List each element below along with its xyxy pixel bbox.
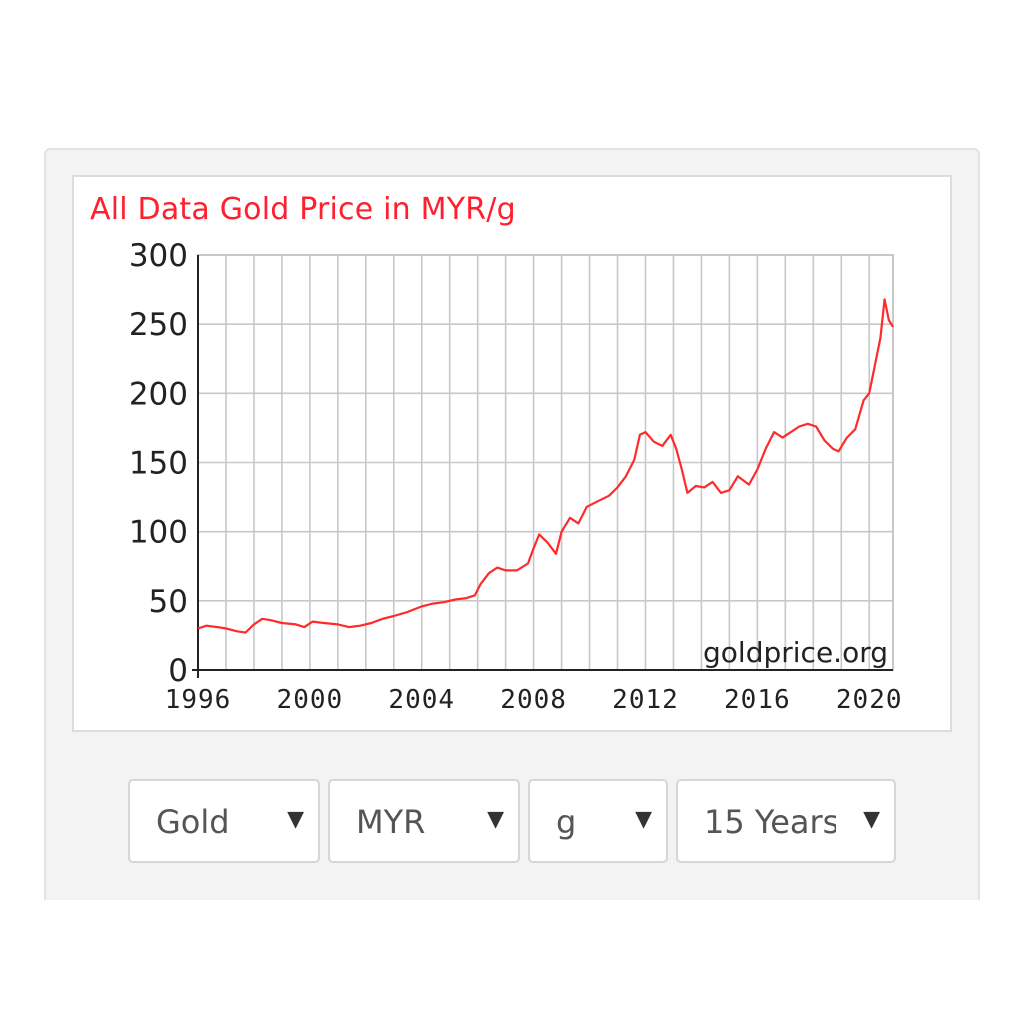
y-tick-label: 50 — [149, 584, 188, 620]
y-tick-label: 300 — [129, 238, 188, 274]
period-select[interactable]: 15 Years ▼ — [676, 779, 896, 863]
y-tick-label: 100 — [129, 515, 188, 551]
y-tick-label: 0 — [168, 653, 188, 689]
watermark: goldprice.org — [703, 636, 888, 669]
x-tick-label: 1996 — [165, 685, 232, 715]
x-tick-label: 2012 — [612, 685, 679, 715]
x-tick-label: 2000 — [277, 685, 344, 715]
metal-select-value: Gold — [156, 803, 230, 841]
chevron-down-icon: ▼ — [635, 807, 652, 832]
currency-select[interactable]: MYR ▼ — [328, 779, 520, 863]
chart-tick-labels: 0 50 100 150 200 250 300 1996 2000 2004 2008 2012 20… — [129, 238, 903, 715]
chart-frame — [72, 175, 952, 732]
currency-select-value: MYR — [356, 803, 426, 841]
metal-select[interactable]: Gold ▼ — [128, 779, 320, 863]
y-tick-label: 250 — [129, 307, 188, 343]
y-tick-label: 150 — [129, 446, 188, 482]
unit-select-value: g — [556, 803, 577, 841]
chart-title: All Data Gold Price in MYR/g — [90, 192, 516, 227]
x-tick-label: 2008 — [500, 685, 567, 715]
chart-series — [197, 298, 894, 634]
chart-grid — [197, 254, 893, 671]
chart-axes — [192, 254, 894, 678]
x-tick-label: 2004 — [388, 685, 455, 715]
y-tick-label: 200 — [129, 376, 188, 412]
chevron-down-icon: ▼ — [487, 807, 504, 832]
x-tick-label: 2020 — [836, 685, 903, 715]
chevron-down-icon: ▼ — [287, 807, 304, 832]
unit-select[interactable]: g ▼ — [528, 779, 668, 863]
price-series-line — [197, 298, 894, 634]
period-select-value: 15 Years — [704, 803, 836, 841]
x-tick-label: 2016 — [724, 685, 791, 715]
chevron-down-icon: ▼ — [863, 807, 880, 832]
